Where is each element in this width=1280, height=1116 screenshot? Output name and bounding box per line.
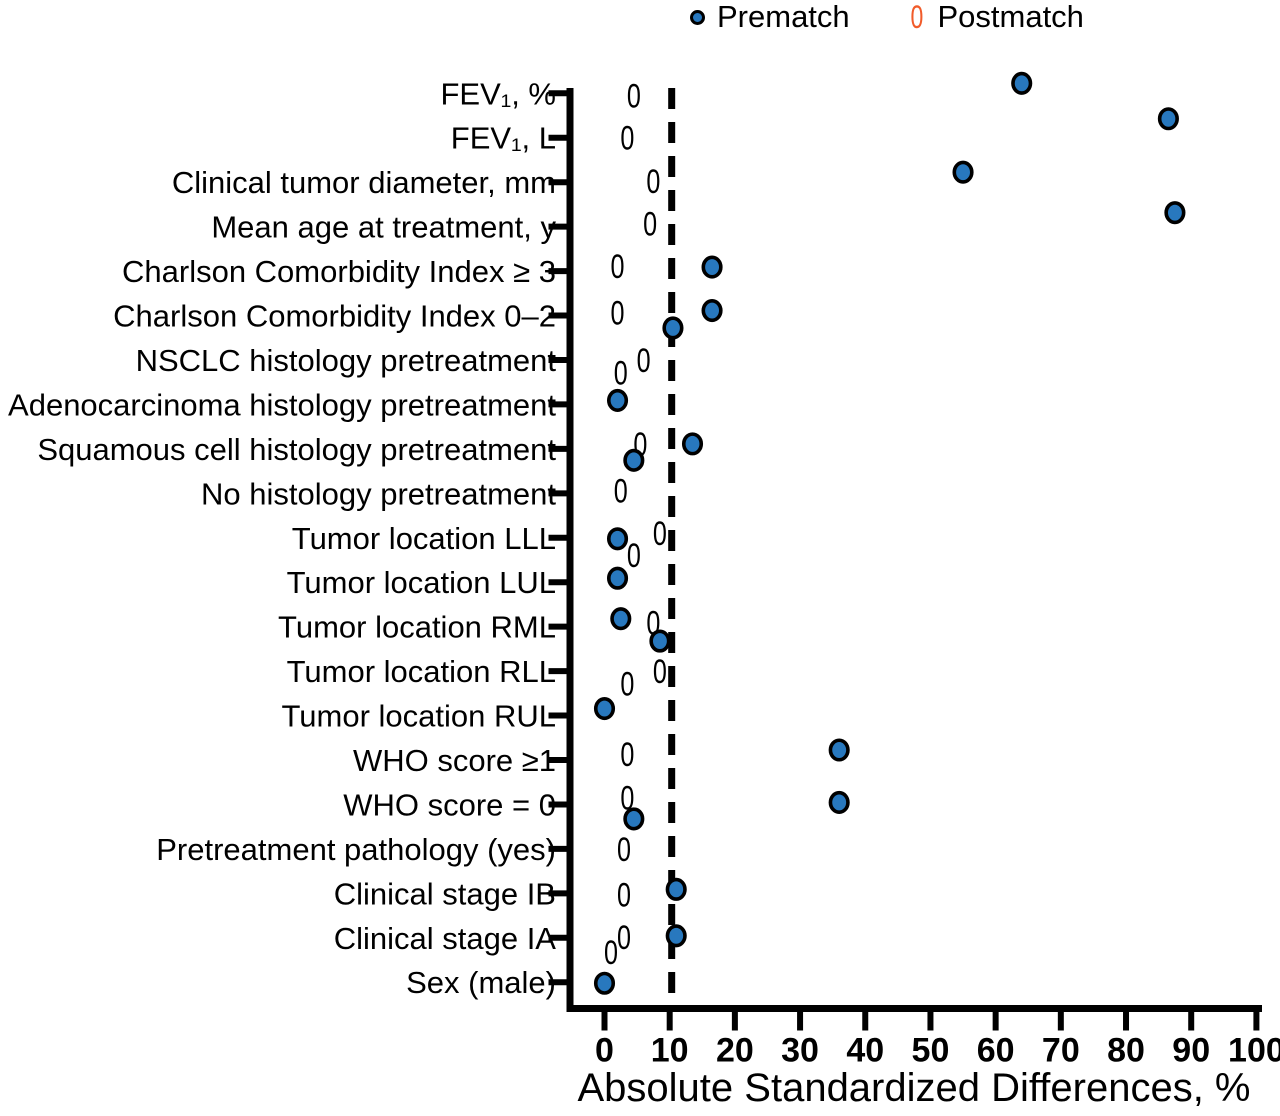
prematch-point (665, 924, 687, 948)
prematch-point (665, 877, 687, 901)
category-label: Clinical stage IB (334, 876, 556, 911)
x-tick-label: 30 (781, 1032, 819, 1070)
postmatch-marker: 0 (653, 653, 667, 691)
category-label: Clinical stage IA (334, 921, 557, 956)
x-tick-label: 40 (846, 1032, 884, 1070)
x-tick-label: 60 (977, 1032, 1015, 1070)
category-label: Sex (male) (406, 965, 556, 1000)
postmatch-marker: 0 (637, 342, 651, 380)
legend-item-prematch: Prematch (690, 0, 850, 34)
legend-label-prematch: Prematch (717, 0, 850, 34)
prematch-point (1157, 107, 1179, 131)
category-label: Tumor location RML (278, 610, 556, 645)
prematch-legend-marker-icon (690, 9, 705, 25)
prematch-point (593, 697, 616, 721)
postmatch-marker: 0 (643, 206, 657, 244)
prematch-point (662, 316, 684, 340)
category-label: Squamous cell histology pretreatment (37, 432, 556, 467)
postmatch-marker: 0 (620, 666, 634, 704)
postmatch-marker: 0 (620, 736, 634, 774)
postmatch-marker: 0 (627, 537, 641, 575)
x-tick-label: 90 (1172, 1032, 1210, 1070)
postmatch-marker: 0 (617, 919, 631, 957)
x-tick-label: 70 (1042, 1032, 1080, 1070)
category-label: Clinical tumor diameter, mm (172, 165, 556, 200)
legend-label-postmatch: Postmatch (937, 0, 1084, 34)
prematch-point (610, 607, 632, 631)
category-label: Adenocarcinoma histology pretreatment (8, 387, 556, 422)
postmatch-marker: 0 (611, 248, 625, 286)
prematch-point (593, 971, 616, 995)
prematch-point (606, 566, 629, 590)
category-label: Charlson Comorbidity Index 0–2 (113, 299, 556, 334)
x-tick-label: 50 (912, 1032, 950, 1070)
prematch-point (649, 629, 671, 653)
prematch-point (623, 448, 645, 472)
prematch-point (606, 388, 629, 412)
postmatch-marker: 0 (646, 163, 660, 201)
prematch-point (606, 527, 629, 551)
prematch-point (952, 160, 974, 184)
prematch-point (623, 807, 645, 831)
x-tick-label: 100 (1228, 1032, 1280, 1070)
category-label: Pretreatment pathology (yes) (156, 832, 556, 867)
legend-item-postmatch: 0 Postmatch (908, 0, 1084, 34)
x-tick-label: 0 (595, 1032, 614, 1070)
chart-legend: Prematch 0 Postmatch (690, 0, 1084, 34)
category-label: Tumor location LLL (292, 521, 556, 556)
category-label: Tumor location RUL (281, 699, 556, 734)
category-label: Mean age at treatment, y (211, 210, 556, 245)
prematch-point (1164, 201, 1186, 225)
postmatch-marker: 0 (620, 120, 634, 158)
postmatch-marker: 0 (611, 295, 625, 333)
x-tick-label: 80 (1107, 1032, 1145, 1070)
x-tick-label: 10 (651, 1032, 689, 1070)
prematch-point (1011, 71, 1033, 95)
category-label: FEV₁, L (451, 121, 556, 156)
prematch-point (681, 432, 704, 456)
prematch-point (701, 255, 723, 279)
x-axis-title: Absolute Standardized Differences, % (577, 1066, 1251, 1110)
prematch-point (828, 790, 850, 815)
prematch-point (828, 738, 850, 762)
category-label: Tumor location RLL (287, 654, 556, 689)
category-label: Charlson Comorbidity Index ≥ 3 (122, 254, 556, 289)
postmatch-legend-marker-icon: 0 (910, 0, 923, 35)
postmatch-marker: 0 (627, 77, 641, 115)
category-label: No histology pretreatment (201, 476, 556, 511)
postmatch-marker: 0 (617, 831, 631, 869)
postmatch-marker: 0 (614, 354, 628, 392)
category-label: NSCLC histology pretreatment (136, 343, 557, 378)
postmatch-marker: 0 (604, 934, 618, 972)
category-label: Tumor location LUL (287, 565, 556, 600)
postmatch-marker: 0 (617, 876, 631, 914)
category-label: FEV₁, % (440, 76, 556, 111)
x-tick-label: 20 (716, 1032, 754, 1070)
prematch-point (701, 298, 723, 323)
postmatch-marker: 0 (653, 515, 667, 553)
category-label: WHO score = 0 (343, 787, 556, 822)
postmatch-marker: 0 (614, 472, 628, 510)
category-label: WHO score ≥1 (353, 743, 556, 778)
